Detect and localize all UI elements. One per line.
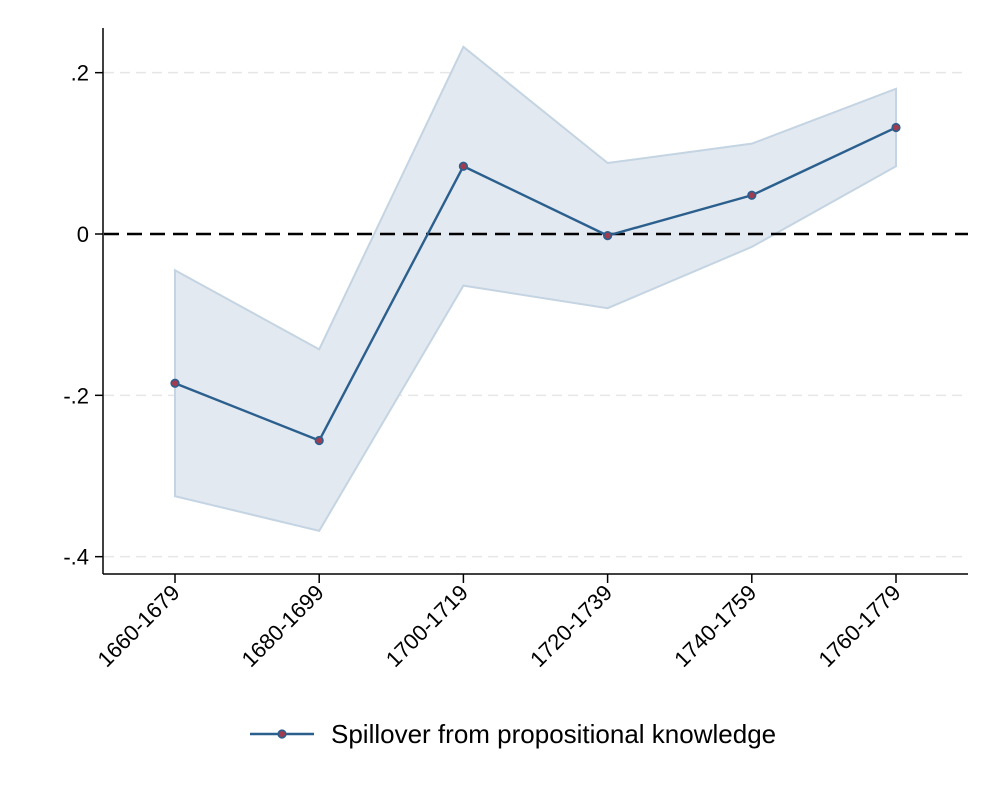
series-line	[174, 126, 897, 442]
data-point-marker	[170, 378, 180, 388]
x-tick-label: 1720-1739	[525, 580, 617, 672]
x-tick-labels: 1660-1679 1680-1699 1700-1719 1720-1739 1740…	[92, 580, 905, 672]
data-point-marker	[602, 231, 613, 241]
confidence-band	[174, 45, 897, 532]
axes	[95, 28, 968, 583]
confidence-interval-band	[174, 45, 897, 532]
x-tick-label: 1680-1699	[237, 580, 329, 672]
legend-label: Spillover from propositional knowledge	[331, 719, 776, 749]
series-markers	[170, 122, 901, 446]
y-tick-label: .2	[71, 61, 89, 86]
x-tick-label: 1660-1679	[92, 580, 184, 672]
data-point-marker	[314, 435, 324, 446]
x-tick-label: 1740-1759	[669, 580, 761, 672]
series-line-spillover	[174, 126, 897, 442]
data-point-marker	[747, 190, 757, 200]
legend-marker-swatch	[277, 729, 287, 739]
data-point-marker	[891, 122, 901, 133]
y-tick-label: -.2	[63, 383, 89, 408]
y-tick-label: 0	[77, 222, 89, 247]
data-point-marker	[458, 161, 469, 171]
x-tick-label: 1700-1719	[381, 580, 473, 672]
y-tick-labels: .2 0 -.2 -.4	[63, 61, 89, 570]
legend: Spillover from propositional knowledge	[250, 719, 776, 749]
y-tick-label: -.4	[63, 545, 89, 570]
x-tick-label: 1760-1779	[813, 580, 905, 672]
